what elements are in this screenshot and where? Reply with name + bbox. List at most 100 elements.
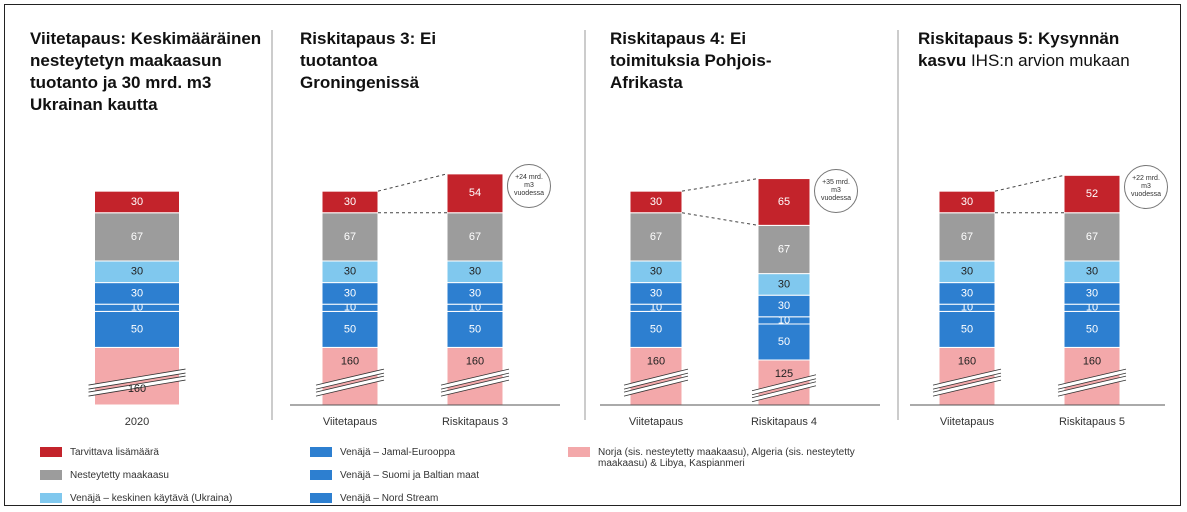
segment-label: 30 (344, 196, 356, 208)
bar-segment (321, 212, 379, 262)
segment-label: 67 (961, 231, 973, 243)
annotation: +24 mrd. m3 vuodessa (507, 163, 551, 208)
bar-segment (757, 323, 811, 361)
x-tick-label: Riskitapaus 5 (1059, 416, 1125, 428)
title-text: Riskitapaus 4: Ei toimituksia Pohjois-Af… (610, 29, 772, 92)
axis-break-edge (1057, 375, 1127, 393)
legend-swatch (40, 470, 62, 480)
legend-item: Venäjä – Suomi ja Baltian maat (310, 470, 540, 481)
segment-label: 30 (131, 196, 143, 208)
axis-break-edge (440, 368, 510, 386)
segment-label: 50 (650, 323, 662, 335)
axis-break-edge (932, 379, 1002, 397)
axis-break-edge (623, 375, 689, 393)
bar-segment (1063, 310, 1121, 348)
legend-label: Venäjä – Suomi ja Baltian maat (340, 470, 479, 481)
x-tick-label: Viitetapaus (940, 416, 995, 428)
segment-label: 30 (1086, 287, 1098, 299)
segment-label: 160 (647, 355, 665, 367)
title-subtext: IHS:n arvion mukaan (970, 51, 1130, 70)
x-tick-label: Viitetapaus (323, 416, 378, 428)
legend-swatch (568, 447, 590, 457)
segment-label: 30 (469, 287, 481, 299)
axis-break-edge (623, 368, 689, 386)
segment-label: 50 (1086, 323, 1098, 335)
segment-label: 30 (469, 266, 481, 278)
bar-segment (757, 178, 811, 226)
axis-break (932, 369, 1002, 390)
axis-break-edge (315, 379, 385, 397)
legend-label: Tarvittava lisämäärä (70, 447, 159, 458)
segment-label: 30 (650, 266, 662, 278)
axis-break-edge (440, 379, 510, 397)
axis-break (315, 369, 385, 390)
title-text: Riskitapaus 3: Ei tuotantoa Groningeniss… (300, 29, 437, 92)
legend-swatch (310, 493, 332, 503)
bar-segment (446, 212, 504, 262)
segment-label: 67 (1086, 231, 1098, 243)
legend-item: Norja (sis. nesteytetty maakaasu), Alger… (568, 447, 868, 469)
bar-segment (938, 190, 996, 214)
axis-break (88, 369, 186, 390)
panel-title: Riskitapaus 5: Kysynnän kasvu IHS:n arvi… (918, 28, 1148, 72)
bar-segment (938, 310, 996, 348)
legend-item: Venäjä – keskinen käytävä (Ukraina) (40, 493, 300, 504)
axis-break-edge (1057, 379, 1127, 397)
segment-label: 30 (778, 278, 790, 290)
bar-segment (629, 190, 683, 214)
panel-title: Riskitapaus 3: Ei tuotantoa Groningeniss… (300, 28, 500, 94)
axis-break-edge (623, 372, 689, 390)
annotation: +22 mrd. m3 vuodessa (1124, 165, 1168, 210)
segment-label: 30 (131, 266, 143, 278)
segment-label: 160 (341, 355, 359, 367)
x-tick-label: Viitetapaus (629, 416, 684, 428)
segment-label: 50 (131, 323, 143, 335)
legend-item: Venäjä – Nord Stream (310, 493, 540, 504)
connector (681, 212, 759, 226)
axis-break-edge (1057, 372, 1127, 390)
axis-break-edge (440, 375, 510, 393)
segment-label: 10 (961, 302, 973, 314)
legend-item: Nesteytetty maakaasu (40, 470, 300, 481)
legend-swatch (310, 470, 332, 480)
x-tick-label: Riskitapaus 4 (751, 416, 817, 428)
bar-segment (446, 310, 504, 348)
title-text: Viitetapaus: Keskimääräinen nesteytetyn … (30, 29, 262, 114)
bar-segment (629, 310, 683, 348)
axis-break-edge (88, 379, 186, 397)
axis-break-edge (623, 379, 689, 397)
segment-label: 30 (961, 287, 973, 299)
legend-item: Venäjä – Jamal-Eurooppa (310, 447, 540, 458)
segment-label: 30 (1086, 266, 1098, 278)
x-tick-label: Riskitapaus 3 (442, 416, 508, 428)
axis-break-edge (88, 368, 186, 386)
axis-break (932, 376, 1002, 397)
segment-label: 30 (778, 300, 790, 312)
axis-break (440, 376, 510, 397)
segment-label: 67 (778, 243, 790, 255)
axis-break (751, 374, 817, 395)
segment-label: 125 (775, 368, 793, 380)
legend-label: Venäjä – keskinen käytävä (Ukraina) (70, 493, 233, 504)
legend-label: Nesteytetty maakaasu (70, 470, 169, 481)
segment-label: 50 (961, 323, 973, 335)
axis-break (623, 369, 689, 390)
axis-break-edge (932, 368, 1002, 386)
segment-label: 50 (344, 323, 356, 335)
segment-label: 65 (778, 196, 790, 208)
legend-item: Tarvittava lisämäärä (40, 447, 300, 458)
axis-break (1057, 369, 1127, 390)
segment-label: 67 (650, 231, 662, 243)
panel-title: Riskitapaus 4: Ei toimituksia Pohjois-Af… (610, 28, 820, 94)
segment-label: 67 (469, 231, 481, 243)
axis-break-edge (751, 378, 817, 396)
segment-label: 67 (344, 231, 356, 243)
segment-label: 10 (778, 314, 790, 326)
bar-segment (1063, 212, 1121, 262)
title-text: Riskitapaus 5: Kysynnän kasvu (918, 29, 1120, 70)
segment-label: 30 (344, 266, 356, 278)
axis-break-edge (751, 385, 817, 403)
connector (681, 178, 759, 192)
